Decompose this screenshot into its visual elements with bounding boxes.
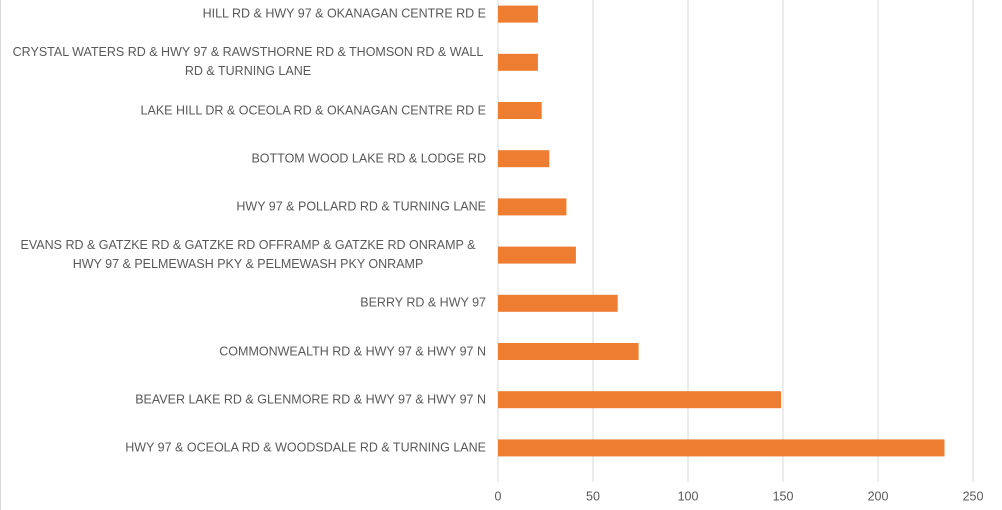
bar [498,53,538,71]
bar [498,294,618,312]
y-tick-label: HILL RD & HWY 97 & OKANAGAN CENTRE RD E [202,6,486,21]
bar [498,150,550,168]
y-tick-label: HWY 97 & OCEOLA RD & WOODSDALE RD & TURN… [125,440,486,455]
x-tick-label: 250 [963,489,984,503]
bar [498,439,945,457]
bar [498,391,782,409]
y-tick-label: COMMONWEALTH RD & HWY 97 & HWY 97 N [219,344,486,358]
y-tick-label-box: BEAVER LAKE RD & GLENMORE RD & HWY 97 & … [0,390,486,409]
y-tick-label-box: HILL RD & HWY 97 & OKANAGAN CENTRE RD E [0,5,486,24]
bar [498,343,639,360]
y-tick-label-box: EVANS RD & GATZKE RD & GATZKE RD OFFRAMP… [0,236,486,274]
y-tick-label-box: COMMONWEALTH RD & HWY 97 & HWY 97 N [0,342,486,361]
y-tick-label-box: HWY 97 & OCEOLA RD & WOODSDALE RD & TURN… [0,438,486,457]
x-tick-label: 0 [495,489,502,503]
y-tick-label: BEAVER LAKE RD & GLENMORE RD & HWY 97 & … [135,392,486,407]
y-tick-label: BOTTOM WOOD LAKE RD & LODGE RD [251,151,486,166]
y-tick-label-box: BERRY RD & HWY 97 [0,294,486,313]
x-tick-label: 200 [868,489,889,503]
y-tick-label-box: LAKE HILL DR & OCEOLA RD & OKANAGAN CENT… [0,101,486,120]
y-tick-label-box: HWY 97 & POLLARD RD & TURNING LANE [0,197,486,216]
y-tick-label: BERRY RD & HWY 97 [360,295,486,310]
y-tick-label: LAKE HILL DR & OCEOLA RD & OKANAGAN CENT… [140,103,486,117]
y-tick-label-box: CRYSTAL WATERS RD & HWY 97 & RAWSTHORNE … [0,43,486,81]
bar [498,246,576,264]
y-tick-label: EVANS RD & GATZKE RD & GATZKE RD OFFRAMP… [20,238,476,272]
x-tick-label: 50 [586,489,600,503]
x-tick-label: 150 [773,489,794,503]
bar [498,102,542,119]
y-tick-label-box: BOTTOM WOOD LAKE RD & LODGE RD [0,149,486,168]
bar [498,198,567,216]
y-tick-label: CRYSTAL WATERS RD & HWY 97 & RAWSTHORNE … [12,45,484,79]
y-tick-label: HWY 97 & POLLARD RD & TURNING LANE [236,199,486,214]
x-tick-label: 100 [678,489,699,503]
bar [498,5,538,23]
